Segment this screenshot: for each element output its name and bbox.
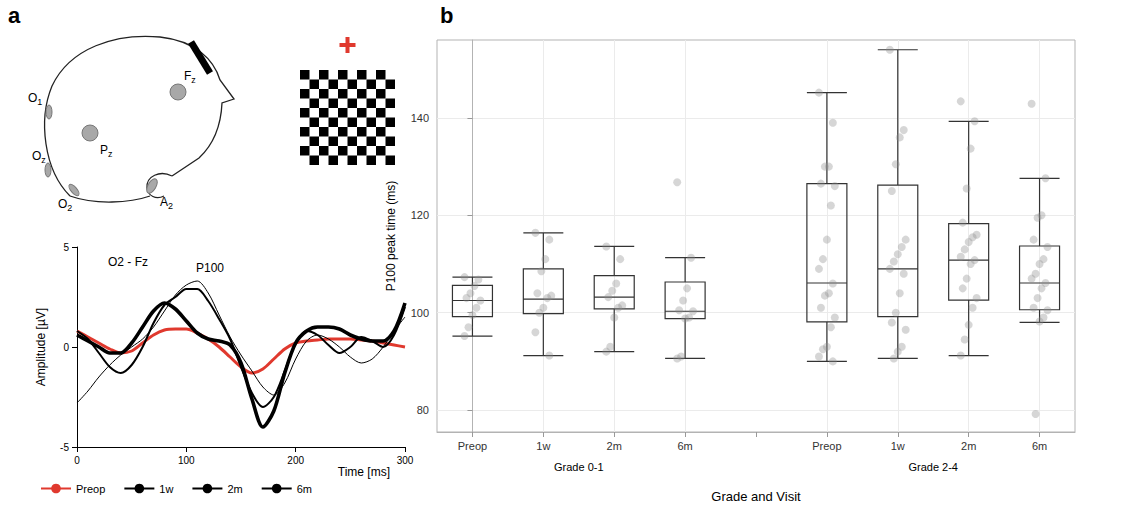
svg-text:b: b	[440, 3, 453, 28]
svg-text:0: 0	[74, 455, 80, 466]
svg-text:1w: 1w	[536, 440, 550, 452]
svg-text:-5: -5	[60, 442, 69, 453]
svg-text:100: 100	[178, 455, 195, 466]
svg-text:Preop: Preop	[76, 483, 105, 495]
svg-text:P100: P100	[196, 261, 224, 275]
svg-text:Preop: Preop	[812, 440, 841, 452]
svg-text:O2: O2	[58, 197, 72, 213]
svg-text:6m: 6m	[677, 440, 692, 452]
svg-text:Fz: Fz	[184, 69, 196, 85]
svg-text:1w: 1w	[891, 440, 905, 452]
svg-text:1w: 1w	[159, 483, 173, 495]
svg-text:Pz: Pz	[100, 143, 113, 159]
svg-text:2m: 2m	[607, 440, 622, 452]
svg-text:O2 - Fz: O2 - Fz	[108, 255, 148, 269]
svg-text:Oz: Oz	[32, 149, 46, 165]
svg-text:O1: O1	[28, 91, 42, 107]
svg-text:Grade 2-4: Grade 2-4	[908, 461, 958, 473]
svg-text:Amplitude [µV]: Amplitude [µV]	[34, 308, 48, 386]
svg-text:a: a	[8, 3, 21, 28]
svg-text:140: 140	[411, 112, 429, 124]
svg-text:100: 100	[411, 307, 429, 319]
svg-text:Grade and Visit: Grade and Visit	[711, 489, 801, 504]
svg-text:200: 200	[287, 455, 304, 466]
svg-text:A2: A2	[160, 195, 173, 211]
svg-text:Time [ms]: Time [ms]	[338, 465, 390, 479]
svg-text:Grade 0-1: Grade 0-1	[554, 461, 604, 473]
svg-text:120: 120	[411, 209, 429, 221]
svg-text:0: 0	[63, 342, 69, 353]
svg-text:Preop: Preop	[458, 440, 487, 452]
svg-text:5: 5	[63, 242, 69, 253]
svg-text:2m: 2m	[961, 440, 976, 452]
svg-text:6m: 6m	[297, 483, 312, 495]
svg-text:2m: 2m	[227, 483, 242, 495]
svg-text:300: 300	[397, 455, 414, 466]
svg-text:6m: 6m	[1032, 440, 1047, 452]
svg-text:P100 peak time (ms): P100 peak time (ms)	[384, 181, 398, 292]
svg-text:80: 80	[417, 404, 429, 416]
